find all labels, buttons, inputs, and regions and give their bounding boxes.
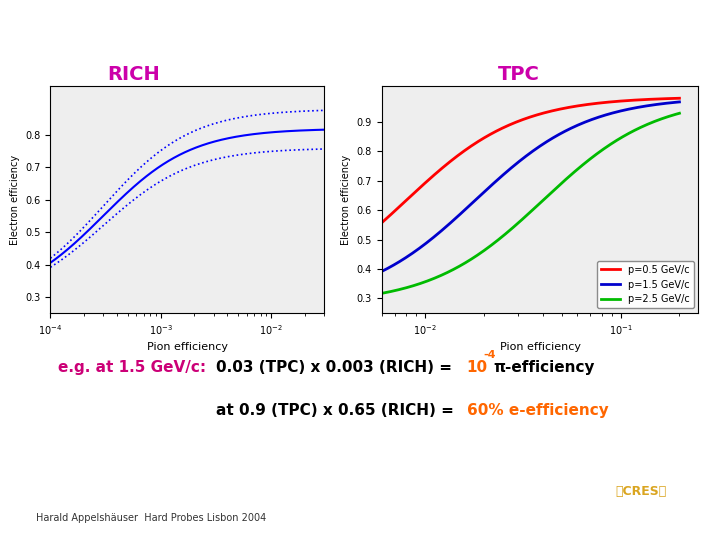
Legend: p=0.5 GeV/c, p=1.5 GeV/c, p=2.5 GeV/c: p=0.5 GeV/c, p=1.5 GeV/c, p=2.5 GeV/c [597,261,693,308]
Text: -4: -4 [484,350,496,360]
Text: at 0.9 (TPC) x 0.65 (RICH) =: at 0.9 (TPC) x 0.65 (RICH) = [216,403,454,418]
Y-axis label: Electron efficiency: Electron efficiency [341,155,351,245]
Text: e.g. at 1.5 GeV/c:: e.g. at 1.5 GeV/c: [58,360,206,375]
Text: 60% e-efficiency: 60% e-efficiency [467,403,608,418]
Text: Electron identification: Electron identification [169,25,551,53]
Text: 0.03 (TPC) x 0.003 (RICH) =: 0.03 (TPC) x 0.003 (RICH) = [216,360,452,375]
Y-axis label: Electron efficiency: Electron efficiency [10,155,19,245]
X-axis label: Pion efficiency: Pion efficiency [147,342,228,352]
Text: TPC: TPC [498,65,539,84]
Text: RICH: RICH [107,65,160,84]
Text: 10: 10 [467,360,487,375]
Text: π-efficiency: π-efficiency [493,360,595,375]
X-axis label: Pion efficiency: Pion efficiency [500,342,580,352]
Text: Harald Appelshäuser  Hard Probes Lisbon 2004: Harald Appelshäuser Hard Probes Lisbon 2… [36,514,266,523]
Text: 《CRES》: 《CRES》 [615,485,667,498]
